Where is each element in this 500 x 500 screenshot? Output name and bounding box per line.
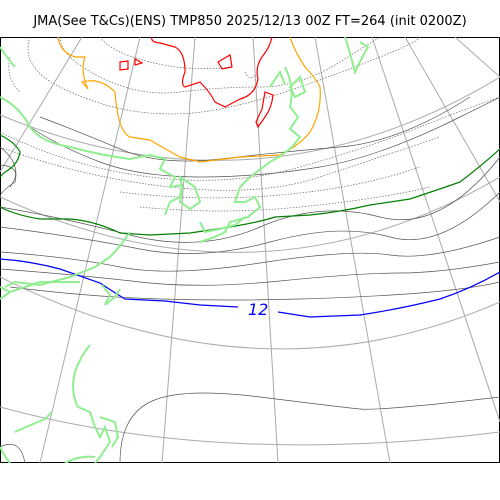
coastlines [0, 37, 370, 463]
contour-line [119, 392, 500, 463]
map-title: JMA(See T&Cs)(ENS) TMP850 2025/12/13 00Z… [33, 14, 467, 29]
meridian-line [371, 37, 500, 423]
meridian-line [252, 37, 279, 463]
latitude-arc [0, 276, 500, 350]
meridian-line [314, 37, 391, 463]
coastline [344, 37, 370, 75]
dotted-contour [0, 136, 441, 191]
contour-line [0, 156, 500, 243]
contour-line [0, 261, 500, 286]
coastline [99, 416, 120, 448]
contour-line [9, 281, 500, 301]
contour-line [0, 146, 17, 198]
coastline [178, 174, 202, 211]
map-frame-border [0, 37, 500, 463]
dotted-contour [59, 37, 381, 94]
coastline [0, 281, 80, 294]
isotherm-line [119, 60, 129, 71]
dotted-contour [119, 166, 421, 199]
red-isotherm [119, 37, 274, 129]
dotted-contours [0, 37, 500, 212]
isotherm-line [217, 54, 233, 70]
contour-line [29, 96, 500, 178]
coastline [0, 291, 11, 300]
contour-line [0, 236, 500, 272]
isotherm-line [255, 91, 274, 129]
isotherm-line [134, 57, 144, 66]
blue-isotherm [0, 258, 500, 318]
map-area: 12 [0, 37, 500, 463]
isotherm-line [0, 134, 21, 178]
isotherm-line [151, 37, 273, 108]
coastline [199, 66, 302, 243]
map-canvas: 12 [0, 37, 500, 463]
coastline [269, 69, 286, 88]
coastline [199, 216, 246, 234]
dotted-contour [244, 71, 256, 79]
orange-isotherm [57, 37, 321, 163]
contour-line [0, 191, 500, 254]
contour-line [0, 164, 16, 188]
isotherm-line [0, 258, 239, 308]
isotherm-line [0, 148, 500, 236]
meridian-line [161, 37, 196, 463]
coastline [14, 411, 53, 433]
coastline [101, 284, 121, 306]
dotted-contour [0, 96, 500, 181]
coastline [288, 75, 307, 99]
isotherm-line [57, 37, 321, 163]
latitude-arc [0, 176, 500, 253]
coastline [72, 344, 112, 463]
coastline [0, 446, 11, 463]
latitude-arc [0, 406, 500, 446]
meridian-line [39, 37, 141, 463]
isotherm-line [277, 271, 500, 318]
coastline [0, 46, 16, 68]
dotted-contour [139, 186, 431, 212]
latitude-arc [0, 76, 500, 161]
coastline [0, 96, 184, 216]
isotherm-label-12: 12 [248, 300, 268, 319]
graticule [0, 37, 500, 463]
meridian-line [404, 37, 500, 203]
contour-line [0, 443, 26, 463]
meridian-line [454, 37, 500, 78]
meridian-line [0, 37, 83, 173]
dotted-contour [27, 37, 421, 115]
coastline [64, 455, 96, 463]
green-isotherm [0, 134, 500, 236]
